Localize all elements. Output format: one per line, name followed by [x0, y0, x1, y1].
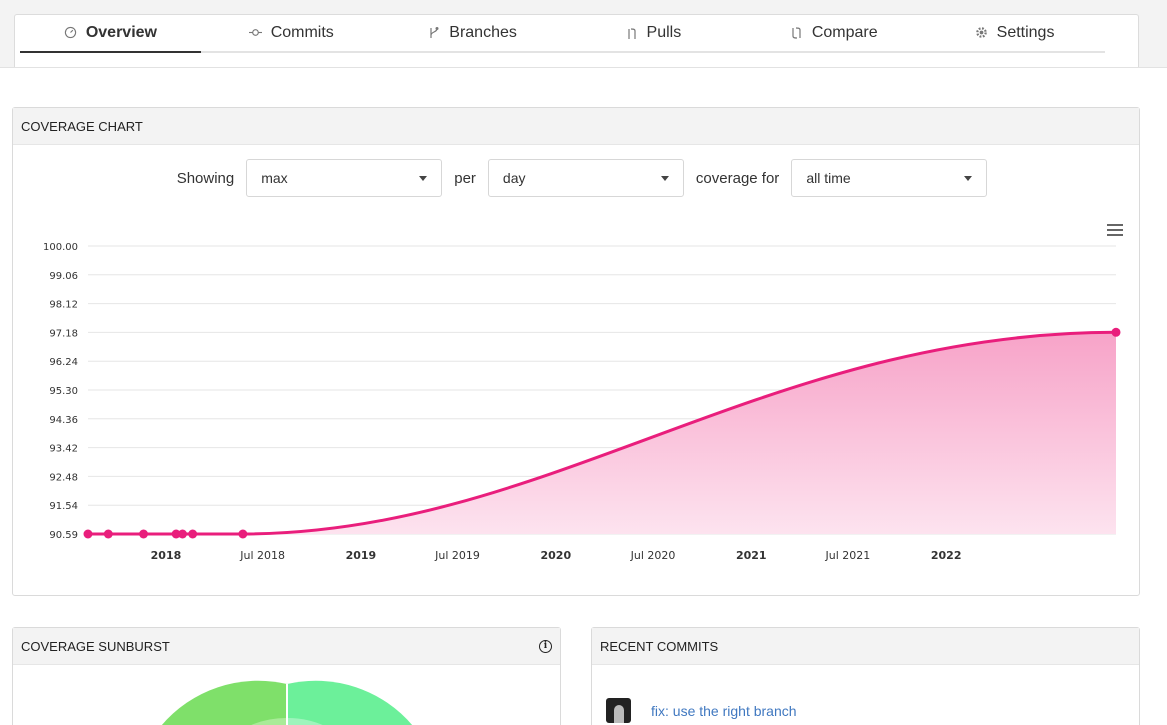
sunburst-segment [161, 680, 287, 725]
tab-overview[interactable]: Overview [20, 14, 201, 53]
card-header: COVERAGE CHART [13, 108, 1139, 145]
showing-label: Showing [176, 169, 235, 187]
y-tick-label: 92.48 [49, 472, 78, 483]
y-axis: 100.00 99.06 98.12 97.18 96.24 95.30 94.36 93.4… [43, 242, 78, 541]
sunburst-segment [287, 680, 413, 725]
card-title: COVERAGE CHART [21, 118, 143, 134]
x-tick-label: Jul 2018 [239, 549, 285, 562]
y-tick-label: 99.06 [49, 271, 78, 282]
sunburst-chart [161, 680, 413, 725]
x-tick-label: 2022 [931, 549, 962, 562]
x-tick-label: 2019 [346, 549, 377, 562]
data-point [1111, 327, 1121, 337]
card-header: COVERAGE SUNBURST i [13, 628, 560, 665]
info-icon[interactable]: i [539, 639, 552, 653]
x-axis: 2018 Jul 2018 2019 Jul 2019 2020 Jul 2020 2021… [151, 549, 962, 562]
tab-label: Branches [449, 23, 517, 41]
sunburst-segment [287, 717, 323, 725]
tab-label: Compare [811, 23, 878, 41]
tab-label: Commits [270, 23, 334, 41]
tab-branches[interactable]: Branches [382, 14, 563, 51]
card-title: RECENT COMMITS [600, 638, 719, 654]
chevron-down-icon [964, 175, 973, 181]
y-tick-label: 100.00 [43, 242, 78, 253]
tab-label: Overview [85, 23, 157, 41]
data-point [171, 529, 181, 539]
chart-points [83, 327, 1121, 539]
recent-commits-card: RECENT COMMITS fix: use the right branch [591, 627, 1140, 725]
coverage-for-select[interactable]: all time [791, 159, 988, 197]
per-label: per [454, 169, 476, 187]
tab-commits[interactable]: Commits [201, 14, 382, 51]
chart-menu-icon[interactable] [1107, 224, 1123, 236]
pull-request-icon [625, 26, 639, 40]
y-tick-label: 97.18 [49, 328, 78, 339]
coverage-chart: 100.00 99.06 98.12 97.18 96.24 95.30 94.36 93.4… [43, 242, 1121, 562]
card-title: COVERAGE SUNBURST [21, 638, 170, 654]
tab-list: Overview Commits Branches Pulls Compare [20, 14, 1105, 53]
x-tick-label: Jul 2019 [434, 549, 480, 562]
data-point [238, 529, 248, 539]
compare-icon [790, 26, 804, 40]
x-tick-label: Jul 2021 [825, 549, 871, 562]
x-tick-label: Jul 2020 [630, 549, 676, 562]
data-point [103, 529, 113, 539]
menu-line [1107, 224, 1123, 226]
page-content: COVERAGE CHART Showing max per day cover… [0, 68, 1167, 725]
y-tick-label: 96.24 [49, 357, 78, 368]
coverage-for-label: coverage for [695, 169, 780, 187]
select-value: max [261, 170, 288, 186]
data-point [178, 529, 188, 539]
y-tick-label: 98.12 [49, 300, 78, 311]
x-tick-label: 2018 [151, 549, 182, 562]
chart-area [88, 330, 1117, 536]
avatar-figure [613, 705, 624, 723]
tab-settings[interactable]: Settings [924, 14, 1105, 51]
sunburst-segment [251, 717, 287, 725]
tab-label: Pulls [646, 23, 682, 41]
coverage-chart-card: COVERAGE CHART Showing max per day cover… [12, 107, 1140, 596]
commit-icon [249, 26, 263, 40]
showing-select[interactable]: max [246, 159, 443, 197]
tab-card [14, 14, 1139, 74]
menu-line [1107, 229, 1123, 231]
gauge-icon [64, 26, 78, 40]
commit-link[interactable]: fix: use the right branch [651, 702, 797, 719]
coverage-line [88, 330, 1117, 536]
tab-label: Settings [996, 23, 1055, 41]
x-tick-label: 2021 [736, 549, 767, 562]
menu-line [1107, 234, 1123, 236]
top-tab-bar: Overview Commits Branches Pulls Compare [0, 0, 1167, 74]
divider [0, 67, 1167, 68]
chevron-down-icon [419, 175, 428, 181]
y-tick-label: 95.30 [49, 386, 78, 397]
y-tick-label: 90.59 [49, 530, 78, 541]
tab-compare[interactable]: Compare [743, 14, 924, 51]
avatar [606, 698, 631, 723]
chevron-down-icon [660, 175, 669, 181]
select-value: day [502, 170, 526, 186]
y-tick-label: 91.54 [49, 501, 78, 512]
select-value: all time [806, 170, 851, 186]
coverage-area [88, 332, 1116, 534]
data-point [83, 529, 93, 539]
per-select[interactable]: day [487, 159, 684, 197]
card-header: RECENT COMMITS [592, 628, 1139, 665]
branch-icon [427, 26, 441, 40]
x-tick-label: 2020 [540, 549, 571, 562]
data-point [188, 529, 198, 539]
tab-pulls[interactable]: Pulls [562, 14, 743, 51]
gear-icon [975, 26, 989, 40]
y-tick-label: 93.42 [49, 444, 78, 455]
list-item: fix: use the right branch [606, 698, 797, 723]
data-point [139, 529, 149, 539]
coverage-sunburst-card: COVERAGE SUNBURST i [12, 627, 561, 725]
y-tick-label: 94.36 [49, 415, 78, 426]
chart-controls: Showing max per day coverage for all tim… [13, 159, 1139, 197]
